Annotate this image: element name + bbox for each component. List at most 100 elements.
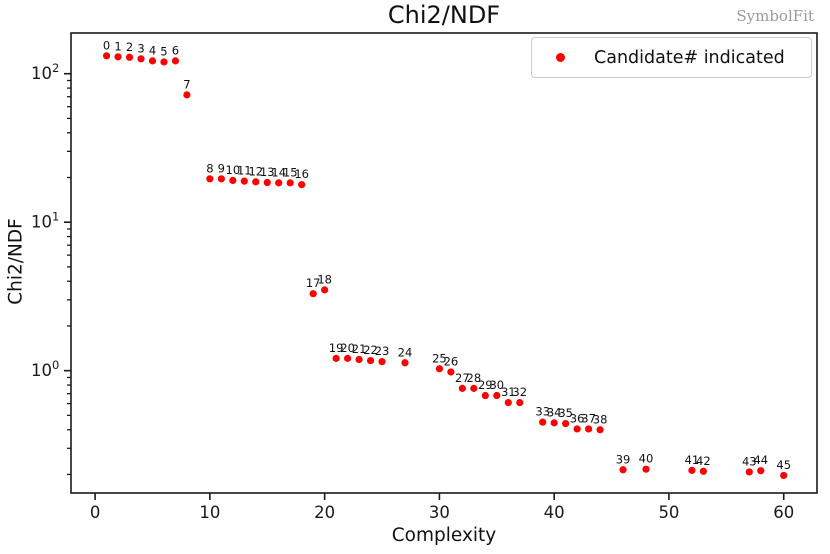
- data-point: [699, 467, 707, 475]
- chart-title: Chi2/NDF: [387, 1, 501, 29]
- point-label: 33: [535, 405, 550, 419]
- data-point: [366, 356, 375, 365]
- point-label: 32: [512, 385, 527, 399]
- data-point: [102, 52, 111, 60]
- point-label: 14: [271, 165, 286, 179]
- data-point: [573, 425, 581, 433]
- point-label: 0: [103, 38, 110, 52]
- data-point: [206, 175, 214, 183]
- point-label: 23: [375, 344, 390, 358]
- data-point: [229, 176, 237, 185]
- data-point: [642, 465, 650, 473]
- data-point: [298, 181, 306, 189]
- point-label: 19: [329, 341, 344, 355]
- point-label: 36: [570, 411, 585, 425]
- point-label: 13: [260, 165, 275, 179]
- point-label: 21: [352, 342, 367, 356]
- y-axis-label: Chi2/NDF: [5, 218, 27, 305]
- point-label: 41: [685, 453, 700, 467]
- point-label: 15: [283, 165, 298, 179]
- legend-box: Candidate# indicated: [531, 37, 812, 78]
- point-label: 22: [363, 343, 378, 357]
- data-point: [343, 354, 352, 362]
- data-point: [585, 425, 593, 433]
- data-point: [286, 179, 294, 187]
- data-point: [619, 466, 627, 474]
- data-point: [562, 420, 570, 428]
- point-label: 38: [593, 412, 608, 426]
- data-point: [160, 58, 168, 66]
- point-label: 20: [340, 341, 355, 355]
- point-label: 40: [639, 452, 654, 466]
- data-point: [458, 384, 466, 392]
- data-point: [252, 178, 260, 186]
- data-point: [435, 365, 444, 373]
- point-label: 42: [696, 454, 711, 468]
- point-label: 24: [398, 345, 413, 359]
- watermark-text: SymbolFit: [736, 7, 814, 25]
- point-label: 5: [160, 44, 167, 58]
- x-tick-label: 10: [199, 503, 220, 522]
- point-label: 1: [114, 39, 121, 53]
- point-label: 31: [501, 385, 516, 399]
- data-point: [171, 57, 180, 65]
- point-label: 17: [306, 276, 321, 290]
- x-tick-label: 30: [429, 503, 450, 522]
- point-label: 16: [294, 167, 309, 181]
- point-label: 7: [183, 77, 190, 91]
- point-label: 10: [226, 163, 241, 177]
- point-label: 25: [432, 351, 447, 365]
- data-point: [539, 418, 547, 426]
- data-point: [114, 53, 122, 61]
- point-label: 35: [558, 406, 573, 420]
- x-tick-label: 40: [544, 503, 565, 522]
- data-point: [263, 178, 271, 187]
- point-label: 27: [455, 371, 470, 385]
- data-point: [137, 55, 145, 63]
- point-label: 43: [742, 454, 757, 468]
- point-label: 37: [581, 411, 596, 425]
- y-tick-label: 101: [31, 210, 59, 232]
- legend-marker-icon: [556, 53, 565, 62]
- data-point: [596, 426, 604, 434]
- data-point: [550, 419, 558, 427]
- data-point: [275, 179, 283, 187]
- point-label: 6: [172, 43, 179, 57]
- point-label: 26: [444, 354, 459, 368]
- point-label: 45: [776, 458, 791, 472]
- data-point: [447, 368, 455, 376]
- data-point: [493, 391, 501, 400]
- x-tick-label: 60: [773, 503, 794, 522]
- plot-border: [70, 32, 818, 494]
- point-label: 11: [237, 164, 252, 178]
- data-point: [688, 466, 696, 474]
- point-label: 34: [547, 405, 562, 419]
- x-axis-label: Complexity: [391, 525, 497, 546]
- point-label: 4: [149, 43, 156, 57]
- data-point: [332, 354, 340, 362]
- point-label: 12: [248, 164, 263, 178]
- point-label: 2: [126, 40, 133, 54]
- point-label: 30: [489, 378, 504, 392]
- data-point: [481, 391, 489, 400]
- data-point: [321, 286, 329, 294]
- data-point: [125, 53, 134, 61]
- point-label: 18: [317, 272, 332, 286]
- legend-label: Candidate# indicated: [594, 47, 785, 68]
- data-point: [355, 355, 363, 364]
- data-point: [148, 57, 157, 65]
- point-label: 39: [616, 452, 631, 466]
- data-point: [309, 290, 317, 298]
- y-tick-label: 100: [31, 358, 59, 380]
- data-point: [516, 398, 524, 407]
- point-label: 28: [467, 371, 482, 385]
- y-tick-label: 102: [31, 61, 59, 83]
- data-point: [757, 467, 765, 475]
- data-point: [745, 468, 753, 476]
- point-label: 29: [478, 378, 493, 392]
- data-point: [240, 177, 248, 185]
- data-point: [217, 175, 225, 183]
- data-point: [470, 384, 478, 392]
